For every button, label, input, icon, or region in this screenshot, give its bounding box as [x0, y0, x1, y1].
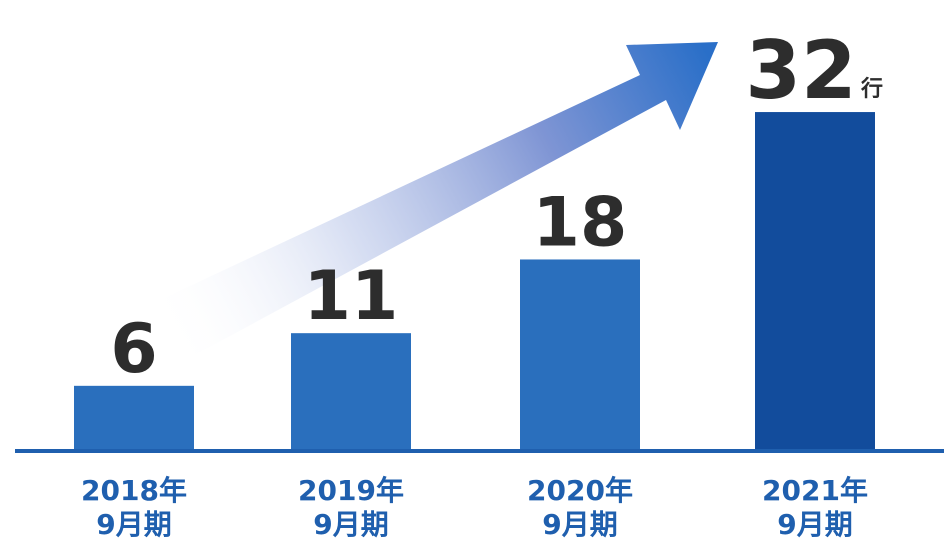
category-label-2-line-1: 9月期: [542, 508, 617, 541]
category-label-1-line-0: 2019年: [298, 474, 404, 507]
bar-1: [291, 333, 411, 449]
category-label-2-line-0: 2020年: [527, 474, 633, 507]
value-label-2: 18: [533, 183, 628, 262]
bar-3: [755, 112, 875, 449]
bar-2: [520, 259, 640, 449]
category-label-0-line-0: 2018年: [81, 474, 187, 507]
value-unit-label: 行: [860, 76, 883, 102]
bars: [74, 112, 875, 449]
category-label-1-line-1: 9月期: [313, 508, 388, 541]
trend-arrow: [160, 42, 718, 355]
category-label-0-line-1: 9月期: [96, 508, 171, 541]
value-labels: 6 11 18 32 行: [110, 24, 883, 389]
bar-0: [74, 385, 194, 449]
value-label-3: 32: [745, 24, 856, 117]
category-label-3-line-0: 2021年: [762, 474, 868, 507]
value-label-0: 6: [110, 310, 157, 389]
value-label-1: 11: [304, 257, 399, 336]
category-label-3-line-1: 9月期: [777, 508, 852, 541]
